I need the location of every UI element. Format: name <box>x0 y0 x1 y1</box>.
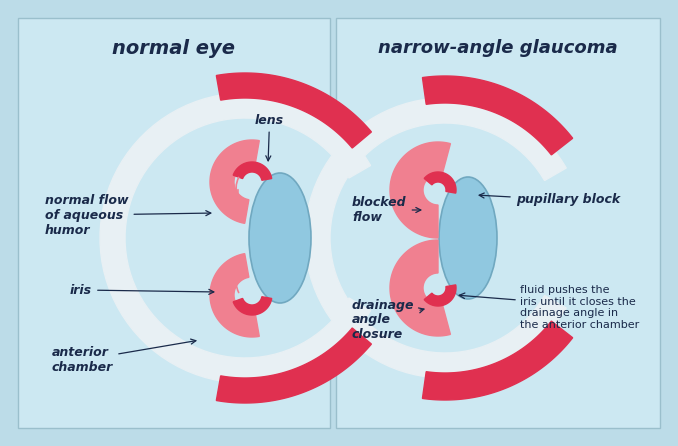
Polygon shape <box>233 162 272 180</box>
Polygon shape <box>390 240 450 336</box>
Polygon shape <box>390 142 450 238</box>
Text: blocked
flow: blocked flow <box>352 196 421 224</box>
Ellipse shape <box>249 173 311 303</box>
Polygon shape <box>422 76 573 155</box>
Text: normal flow
of aqueous
humor: normal flow of aqueous humor <box>45 194 211 236</box>
Bar <box>18 18 330 428</box>
Polygon shape <box>330 123 544 353</box>
Polygon shape <box>422 321 573 400</box>
Text: iris: iris <box>70 284 214 297</box>
Polygon shape <box>216 328 372 403</box>
Polygon shape <box>305 98 566 378</box>
Ellipse shape <box>439 177 497 299</box>
Text: lens: lens <box>255 113 284 161</box>
Polygon shape <box>424 172 456 193</box>
Text: normal eye: normal eye <box>113 38 235 58</box>
Text: narrow-angle glaucoma: narrow-angle glaucoma <box>378 39 618 57</box>
Text: fluid pushes the
iris until it closes the
drainage angle in
the anterior chamber: fluid pushes the iris until it closes th… <box>520 285 639 330</box>
Polygon shape <box>210 254 259 337</box>
Polygon shape <box>216 73 372 148</box>
Polygon shape <box>125 118 349 358</box>
Polygon shape <box>424 285 456 306</box>
Polygon shape <box>233 297 272 315</box>
Bar <box>336 18 660 428</box>
Text: drainage
angle
closure: drainage angle closure <box>352 298 424 342</box>
Polygon shape <box>210 140 259 223</box>
Text: anterior
chamber: anterior chamber <box>52 339 196 374</box>
Polygon shape <box>100 93 371 383</box>
Text: pupillary block: pupillary block <box>479 193 620 206</box>
